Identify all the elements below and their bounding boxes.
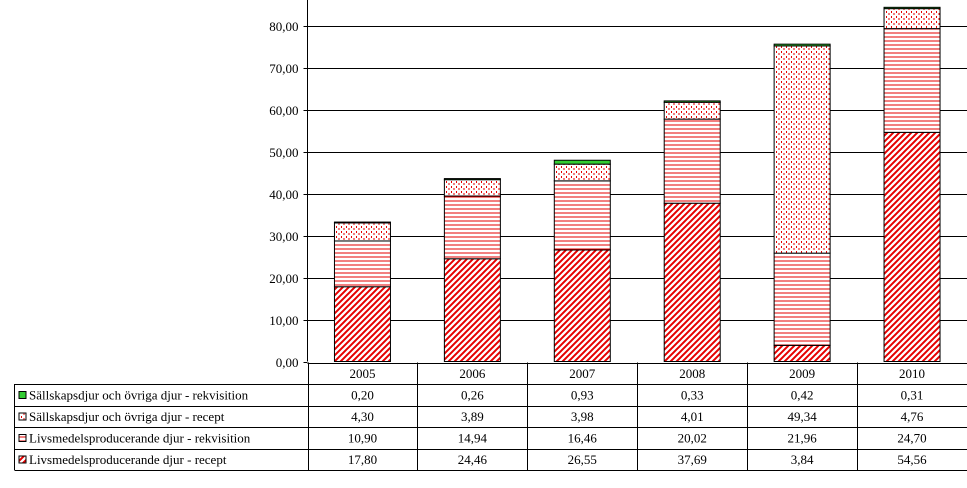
- data-label: 3,84: [791, 452, 814, 467]
- bar-segment-2008-s3: [663, 100, 721, 103]
- bar-segment-2007-s2: [553, 163, 611, 182]
- x-tick-label: 2005: [349, 366, 375, 381]
- data-label: 4,30: [351, 409, 374, 424]
- bar-segment-2006-s1: [443, 195, 501, 260]
- bar-segment-2010-s3: [883, 6, 941, 10]
- data-label: 4,01: [681, 409, 704, 424]
- data-label: 49,34: [788, 409, 818, 424]
- y-tick-label: 60,00: [269, 103, 298, 118]
- data-label: 17,80: [348, 452, 377, 467]
- legend-key: [18, 391, 27, 399]
- legend-label: Sällskapsdjur och övriga djur - rekvisit…: [29, 388, 249, 403]
- legend-key: [18, 455, 27, 464]
- y-tick-label: 50,00: [269, 145, 298, 160]
- data-label: 54,56: [897, 452, 927, 467]
- data-label: 24,70: [897, 431, 926, 446]
- bar-segment-2005-s2: [333, 222, 391, 242]
- bar-segment-2006-s3: [443, 178, 501, 181]
- bar-segment-2007-s1: [553, 180, 611, 251]
- y-tick-label: 10,00: [269, 313, 298, 328]
- y-tick-label: 40,00: [269, 187, 298, 202]
- y-tick-label: 30,00: [269, 229, 298, 244]
- x-tick-label: 2008: [679, 366, 705, 381]
- bar-segment-2010-s1: [883, 28, 941, 133]
- bar-segment-2005-s0: [333, 286, 391, 362]
- y-tick-label: 20,00: [269, 271, 298, 286]
- bar-segment-2007-s3: [553, 159, 611, 165]
- bar-segment-2009-s3: [773, 43, 831, 47]
- data-label: 0,33: [681, 388, 704, 403]
- x-tick-label: 2009: [789, 366, 815, 381]
- data-label: 10,90: [348, 431, 377, 446]
- gridlines: [307, 26, 967, 321]
- bar-segment-2005-s3: [333, 221, 391, 224]
- bar-segment-2009-s0: [773, 344, 831, 363]
- x-tick-label: 2006: [459, 366, 486, 381]
- legend-label: Sällskapsdjur och övriga djur - recept: [29, 409, 225, 424]
- data-label: 26,55: [568, 452, 597, 467]
- data-table: 2005 2006 2007 2008 2009 2010 Sällskapsdjur oc…: [14, 362, 967, 471]
- legend-label: Livsmedelsproducerande djur - recept: [29, 452, 227, 467]
- data-label: 4,76: [901, 409, 924, 424]
- bar-segment-2008-s1: [663, 118, 721, 204]
- bars: [333, 6, 941, 363]
- bar-segment-2007-s0: [553, 249, 611, 363]
- x-tick-label: 2007: [569, 366, 596, 381]
- bar-segment-2008-s0: [663, 202, 721, 362]
- bar-segment-2006-s0: [443, 258, 501, 363]
- data-label: 0,20: [351, 388, 374, 403]
- data-label: 0,93: [571, 388, 594, 403]
- data-label: 3,98: [571, 409, 594, 424]
- data-label: 0,42: [791, 388, 814, 403]
- bar-segment-2005-s1: [333, 240, 391, 288]
- data-label: 14,94: [458, 431, 488, 446]
- bar-segment-2009-s2: [773, 45, 831, 254]
- data-label: 37,69: [678, 452, 707, 467]
- bar-segment-2009-s1: [773, 252, 831, 346]
- data-label: 20,02: [678, 431, 707, 446]
- data-label: 0,31: [901, 388, 924, 403]
- bar-segment-2008-s2: [663, 101, 721, 120]
- legend-key: [18, 412, 27, 421]
- legend-key: [18, 434, 27, 442]
- bar-segment-2010-s0: [883, 131, 941, 362]
- bar-segment-2010-s2: [883, 8, 941, 30]
- y-axis: 0,00 10,00 20,00 30,00 40,00 50,00 60,00 70,00 8…: [269, 0, 308, 370]
- data-label: 21,96: [788, 431, 818, 446]
- data-label: 16,46: [568, 431, 598, 446]
- data-label: 24,46: [458, 452, 488, 467]
- y-tick-label: 70,00: [269, 61, 298, 76]
- y-tick-label: 0,00: [276, 355, 299, 370]
- data-label: 3,89: [461, 409, 484, 424]
- y-tick-label: 80,00: [269, 19, 298, 34]
- data-label: 0,26: [461, 388, 484, 403]
- bar-segment-2006-s2: [443, 179, 501, 197]
- legend-label: Livsmedelsproducerande djur - rekvisitio…: [29, 431, 251, 446]
- x-tick-label: 2010: [899, 366, 925, 381]
